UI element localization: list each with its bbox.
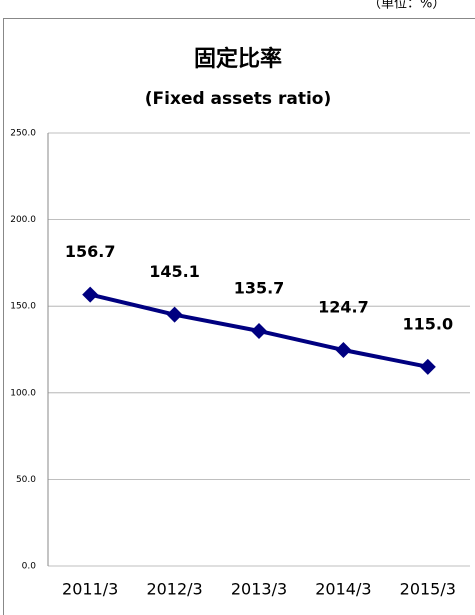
x-tick-label: 2011/3 — [62, 580, 118, 599]
data-label: 124.7 — [318, 298, 369, 317]
data-label: 135.7 — [234, 278, 285, 297]
data-label: 156.7 — [65, 242, 116, 261]
marker — [419, 358, 436, 375]
chart-title: 固定比率 — [194, 46, 282, 72]
unit-note: （単位：%） — [368, 0, 445, 12]
x-tick-label: 2012/3 — [146, 580, 202, 599]
y-tick-label: 50.0 — [16, 475, 36, 485]
data-label: 145.1 — [149, 262, 200, 281]
marker — [335, 342, 352, 359]
y-tick-label: 150.0 — [10, 302, 36, 312]
x-tick-label: 2014/3 — [315, 580, 371, 599]
marker — [251, 322, 267, 339]
x-tick-label: 2015/3 — [400, 580, 456, 599]
marker — [166, 306, 183, 323]
marker — [82, 286, 99, 303]
y-tick-label: 100.0 — [10, 388, 36, 398]
data-label: 115.0 — [402, 314, 453, 333]
x-tick-label: 2013/3 — [231, 580, 287, 599]
chart-frame — [3, 18, 475, 615]
y-tick-label: 0.0 — [22, 562, 37, 572]
y-tick-label: 250.0 — [10, 129, 36, 139]
chart-subtitle: (Fixed assets ratio) — [145, 89, 331, 109]
y-tick-label: 200.0 — [10, 215, 36, 225]
